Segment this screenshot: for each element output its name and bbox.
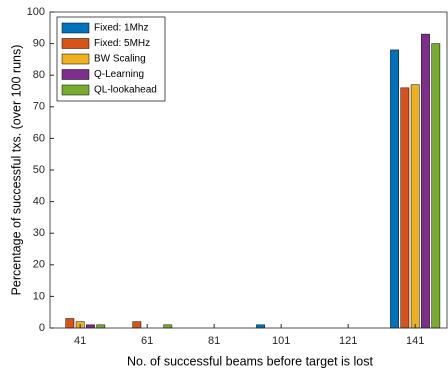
- x-tick-label: 41: [74, 335, 86, 347]
- bar: [96, 324, 106, 329]
- legend-label: BW Scaling: [94, 54, 146, 65]
- legend-label: QL-lookahead: [94, 85, 157, 96]
- x-tick-label: 81: [208, 335, 220, 347]
- legend-swatch: [61, 22, 90, 34]
- legend-swatch: [61, 69, 90, 80]
- bar: [400, 87, 410, 329]
- legend-label: Q-Learning: [94, 69, 144, 80]
- bar: [410, 84, 420, 329]
- y-tick-label: 90: [33, 38, 45, 50]
- y-tick-label: 70: [33, 101, 45, 113]
- bar: [256, 324, 265, 329]
- bar: [86, 324, 95, 329]
- x-tick-label: 121: [339, 335, 357, 347]
- bar: [163, 324, 173, 329]
- y-tick-label: 0: [39, 322, 45, 334]
- y-tick-label: 20: [33, 259, 45, 271]
- legend-swatch: [61, 38, 90, 49]
- legend-swatch: [61, 84, 90, 96]
- y-tick-label: 40: [33, 196, 45, 208]
- legend-label: Fixed: 1Mhz: [94, 23, 148, 34]
- bar: [390, 49, 399, 329]
- legend-swatch: [61, 53, 90, 65]
- bar: [421, 33, 430, 329]
- x-tick-label: 101: [272, 335, 290, 347]
- y-tick-label: 60: [33, 132, 45, 144]
- x-tick-label: 61: [141, 335, 153, 347]
- y-tick-label: 80: [33, 69, 45, 81]
- x-tick-label: 141: [406, 335, 424, 347]
- y-axis-label: Percentage of successful txs. (over 100 …: [9, 45, 23, 296]
- y-tick-label: 10: [33, 290, 45, 302]
- legend-label: Fixed: 5MHz: [94, 38, 150, 49]
- bar: [431, 43, 441, 329]
- bar: [132, 321, 142, 329]
- axes-box: [49, 11, 448, 329]
- bar: [65, 318, 75, 329]
- x-axis-label: No. of successful beams before target is…: [127, 354, 373, 368]
- y-tick-label: 50: [33, 164, 45, 176]
- y-tick-label: 30: [33, 227, 45, 239]
- y-tick-label: 100: [27, 6, 45, 18]
